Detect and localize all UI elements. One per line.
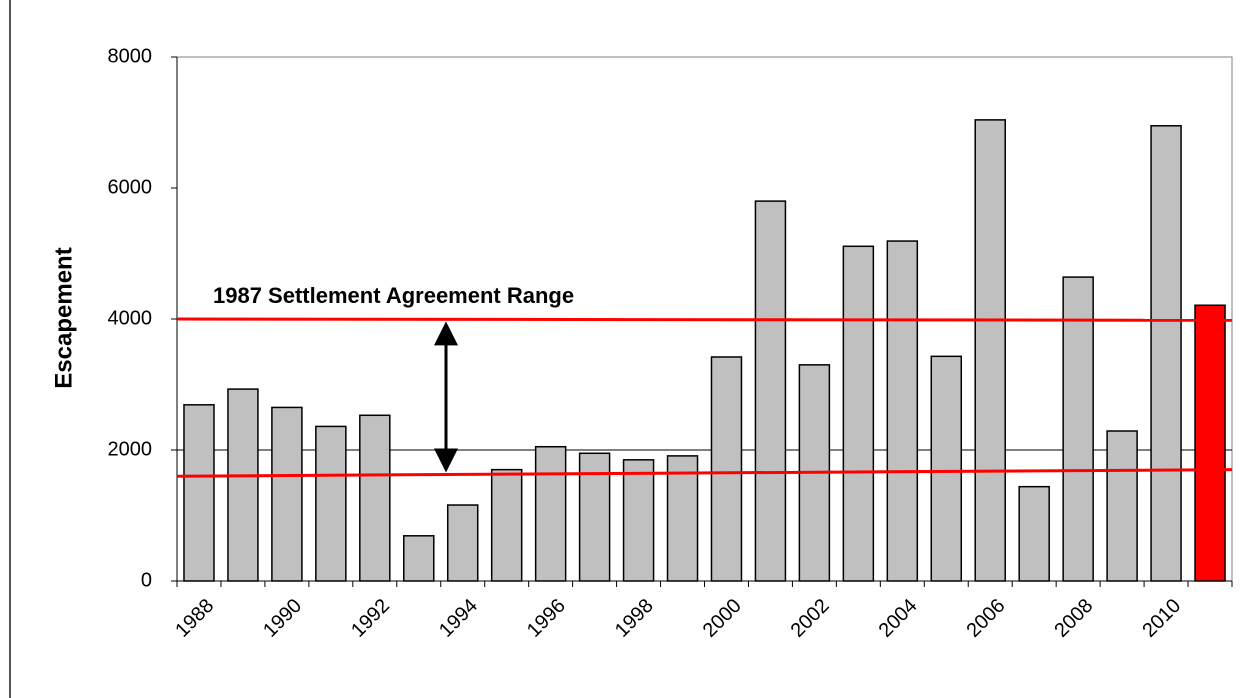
range-arrow-head: [434, 448, 458, 473]
bar: [490, 468, 523, 582]
bar: [710, 356, 743, 582]
y-axis-label: Escapement: [50, 247, 77, 388]
x-tick-label: 1992: [347, 595, 394, 642]
bar: [842, 245, 875, 582]
x-tick-label: 1996: [523, 595, 570, 642]
bar: [1150, 125, 1182, 582]
bar: [930, 355, 963, 582]
bar: [446, 504, 479, 582]
x-tick-label: 1994: [435, 595, 482, 642]
x-tick-label: 1990: [259, 595, 306, 642]
reference-line: [176, 317, 1233, 322]
bar: [183, 404, 215, 582]
reference-line: [176, 468, 1233, 478]
annotation: 1987 Settlement Agreement Range: [213, 283, 574, 308]
y-tick-label: 0: [141, 569, 152, 591]
y-tick-label: 4000: [108, 307, 153, 329]
x-tick-label: 2000: [699, 595, 746, 642]
y-tick-label: 8000: [108, 45, 153, 67]
y-tick-label: 6000: [108, 176, 153, 198]
x-tick-label: 1998: [611, 595, 658, 642]
bar: [359, 414, 391, 582]
x-tick-label: 2010: [1138, 595, 1185, 642]
bar: [1018, 485, 1050, 582]
bar: [271, 406, 303, 582]
bar: [886, 240, 919, 582]
bar: [754, 200, 787, 582]
x-tick-label: 2008: [1050, 595, 1097, 642]
bar: [622, 459, 655, 582]
bar: [1062, 276, 1094, 582]
x-tick-label: 2002: [787, 595, 834, 642]
bar: [534, 445, 567, 582]
range-arrow-head: [434, 321, 458, 346]
bar: [315, 425, 347, 582]
x-tick-label: 2004: [875, 595, 922, 642]
bar: [974, 119, 1006, 582]
bar: [227, 388, 259, 582]
bar: [666, 455, 699, 582]
bar: [1194, 304, 1226, 582]
y-tick-label: 2000: [108, 438, 153, 460]
x-tick-label: 1988: [171, 595, 218, 642]
x-tick-label: 2006: [962, 595, 1009, 642]
bar: [1106, 430, 1138, 582]
bar: [403, 535, 435, 582]
